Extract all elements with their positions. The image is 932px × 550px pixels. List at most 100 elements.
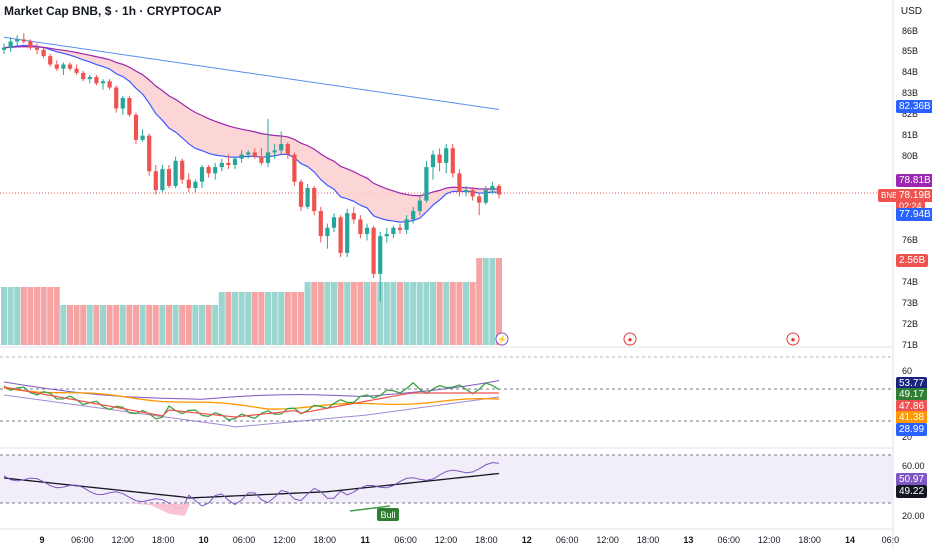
- candle-body: [417, 200, 422, 212]
- volume-bar: [106, 305, 113, 345]
- candle-body: [450, 148, 455, 174]
- volume-bar: [40, 287, 47, 345]
- volume-bar: [218, 292, 225, 345]
- currency-label[interactable]: USD: [900, 6, 922, 17]
- candle-body: [265, 152, 271, 163]
- price-tick: 73B: [902, 298, 918, 308]
- candle-body: [206, 167, 211, 174]
- price-tick: 71B: [902, 340, 918, 350]
- oscillator-panel[interactable]: Bull: [0, 454, 893, 521]
- candle-body: [199, 167, 205, 182]
- candle-body: [444, 148, 449, 163]
- volume-bar: [383, 282, 390, 345]
- candle-body: [232, 158, 238, 165]
- event-glyph: ●: [628, 335, 633, 344]
- rsi-line: [3, 381, 500, 421]
- candle-body: [312, 188, 317, 212]
- volume-bar: [496, 258, 502, 345]
- osc-line: [3, 462, 500, 510]
- candle-body: [378, 236, 383, 274]
- volume-bar: [14, 287, 21, 345]
- candles[interactable]: [1, 33, 502, 302]
- price-tick: 81B: [902, 130, 918, 140]
- candle-body: [371, 227, 376, 274]
- price-tick: 83B: [902, 88, 918, 98]
- volume-bar: [469, 282, 476, 345]
- volume-bar: [34, 287, 40, 345]
- volume-bar: [390, 282, 397, 345]
- price-tick: 84B: [902, 67, 918, 77]
- price-tick: 76B: [902, 235, 918, 245]
- volume-bar: [476, 258, 483, 345]
- volume-bar: [317, 282, 324, 345]
- candle-body: [477, 196, 482, 203]
- candle-body: [239, 154, 244, 159]
- volume-bar: [232, 292, 238, 345]
- candle-body: [272, 150, 277, 153]
- time-tick: 18:00: [475, 535, 498, 545]
- candle-body: [358, 219, 363, 235]
- rsi-panel[interactable]: [0, 356, 893, 428]
- candle-body: [246, 152, 251, 155]
- candle-body: [94, 77, 99, 84]
- event-icon: [623, 332, 637, 346]
- volume-bar: [1, 287, 7, 345]
- volume-bar: [126, 305, 133, 345]
- volume-bar: [80, 305, 87, 345]
- volume-bar: [377, 282, 384, 345]
- volume-bar: [370, 282, 377, 345]
- candle-body: [397, 227, 403, 230]
- time-tick: 12:00: [435, 535, 458, 545]
- volume-bar: [251, 292, 258, 345]
- volume-bar: [86, 305, 93, 345]
- upper-ma-badge: 82.36B: [896, 100, 932, 113]
- time-tick: 06:00: [233, 535, 256, 545]
- candle-body: [384, 234, 389, 237]
- volume-bar: [291, 292, 298, 345]
- volume-bar: [73, 305, 80, 345]
- candle-body: [140, 135, 145, 140]
- candle-body: [285, 144, 290, 155]
- candle-body: [193, 181, 198, 188]
- volume-bar: [357, 282, 364, 345]
- event-markers[interactable]: ⚡ ● ●: [495, 332, 800, 346]
- osc-badge-2: 49.22: [896, 485, 928, 498]
- volume-bar: [258, 292, 265, 345]
- candle-body: [252, 152, 257, 157]
- time-tick: 12:00: [112, 535, 135, 545]
- candle-body: [41, 49, 46, 57]
- candle-body: [54, 64, 59, 69]
- candle-body: [391, 227, 396, 235]
- candle-body: [87, 77, 92, 80]
- volume-bar: [397, 282, 403, 345]
- volume-bar: [133, 305, 139, 345]
- price-tick: 80B: [902, 151, 918, 161]
- volume-bar: [350, 282, 357, 345]
- time-tick: 12:00: [596, 535, 619, 545]
- candle-body: [160, 169, 165, 191]
- time-tick: 14: [845, 535, 855, 545]
- osc-badge-1: 50.97: [896, 473, 928, 486]
- candle-body: [81, 72, 86, 80]
- volume-bar: [7, 287, 14, 345]
- rsi-tick: 20: [902, 432, 912, 442]
- candle-body: [8, 41, 13, 48]
- volume-bar: [159, 305, 166, 345]
- cloud-fill: [4, 45, 499, 223]
- candle-body: [351, 213, 356, 220]
- volume-bar: [53, 287, 60, 345]
- candle-body: [127, 97, 132, 115]
- candle-body: [325, 227, 330, 237]
- candle-body: [28, 41, 33, 48]
- volume-bar: [423, 282, 430, 345]
- last-price-badge: 78.19B: [896, 189, 932, 202]
- candle-body: [338, 217, 343, 253]
- symbol-tag: BNB: [878, 189, 901, 202]
- time-tick: 12: [522, 535, 532, 545]
- price-tick: 85B: [902, 46, 918, 56]
- candle-body: [437, 154, 442, 163]
- volume-bar: [152, 305, 159, 345]
- event-glyph: ⚡: [497, 334, 507, 344]
- time-tick: 18:00: [798, 535, 821, 545]
